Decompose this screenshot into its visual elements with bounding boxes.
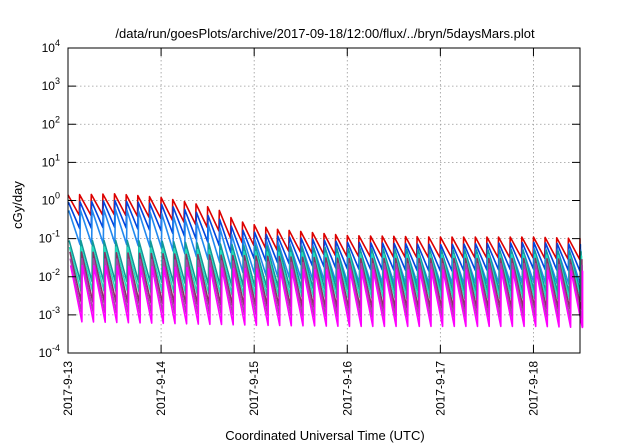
- y-tick-label-exponent: 3: [55, 76, 60, 86]
- y-tick-label: 10-4: [39, 343, 60, 360]
- y-tick-label-exponent: 0: [55, 191, 60, 201]
- y-tick-label-base: 10: [39, 308, 53, 322]
- y-tick-label-exponent: 1: [55, 152, 60, 162]
- x-tick-label: 2017-9-15: [247, 361, 261, 416]
- x-axis-label: Coordinated Universal Time (UTC): [225, 428, 424, 443]
- y-axis-label: cGy/day: [10, 181, 25, 229]
- y-tick-label-base: 10: [39, 346, 53, 360]
- x-tick-label: 2017-9-13: [61, 361, 75, 416]
- y-tick-label: 101: [42, 152, 60, 169]
- series-line-4: [68, 239, 582, 294]
- x-tick-label: 2017-9-18: [526, 361, 540, 416]
- y-tick-label-exponent: -3: [52, 305, 60, 315]
- y-tick-label-base: 10: [42, 79, 56, 93]
- chart-title: /data/run/goesPlots/archive/2017-09-18/1…: [115, 26, 535, 41]
- y-tick-label: 10-3: [39, 305, 60, 322]
- y-tick-label-exponent: -1: [52, 229, 60, 239]
- series-line-1: [67, 193, 581, 261]
- y-tick-label: 100: [42, 191, 60, 208]
- y-tick-label-exponent: 2: [55, 114, 60, 124]
- y-tick-label-base: 10: [39, 232, 53, 246]
- y-tick-label-base: 10: [42, 117, 56, 131]
- y-tick-label-exponent: 4: [55, 38, 60, 48]
- series-line-2: [67, 199, 582, 273]
- y-tick-label: 104: [42, 38, 60, 55]
- series-line-7: [69, 257, 584, 320]
- y-tick-label-base: 10: [42, 41, 56, 55]
- y-tick-label-base: 10: [42, 155, 56, 169]
- y-tick-label-exponent: -2: [52, 267, 60, 277]
- y-tick-label: 103: [42, 76, 60, 93]
- x-tick-label: 2017-9-17: [433, 361, 447, 416]
- y-tick-label-base: 10: [39, 270, 53, 284]
- x-tick-label: 2017-9-14: [154, 361, 168, 416]
- y-tick-label-base: 10: [42, 194, 56, 208]
- x-tick-label: 2017-9-16: [340, 361, 354, 416]
- series-line-8: [69, 264, 584, 329]
- y-tick-label: 10-1: [39, 229, 60, 246]
- series-group: [67, 193, 584, 329]
- axis-ticks: 10-410-310-210-11001011021031042017-9-13…: [39, 38, 580, 416]
- y-tick-label: 102: [42, 114, 60, 131]
- y-tick-label-exponent: -4: [52, 343, 60, 353]
- y-tick-label: 10-2: [39, 267, 60, 284]
